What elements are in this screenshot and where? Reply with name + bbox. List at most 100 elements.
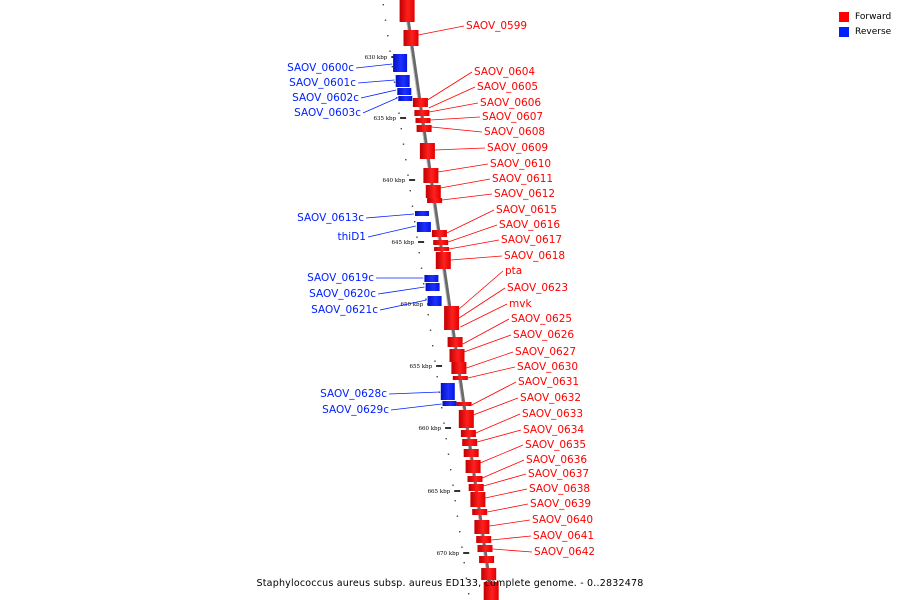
track-dot xyxy=(382,4,384,6)
reverse-gene-leader-line xyxy=(377,286,425,295)
forward-gene-label: SAOV_0642 xyxy=(534,546,595,558)
legend-forward: Forward xyxy=(839,9,891,24)
forward-gene-label: SAOV_0627 xyxy=(515,346,576,358)
forward-gene-label: SAOV_0612 xyxy=(494,188,555,200)
track-dot xyxy=(391,66,393,68)
forward-gene-label: SAOV_0632 xyxy=(520,392,581,404)
forward-gene-block xyxy=(458,410,474,428)
forward-gene-label: SAOV_0635 xyxy=(525,439,586,451)
track-dot xyxy=(436,376,438,378)
forward-gene-block xyxy=(467,476,483,482)
forward-gene-block xyxy=(472,509,488,515)
track-dot xyxy=(411,205,414,207)
track-dot xyxy=(468,593,470,595)
reverse-gene-block xyxy=(440,383,455,400)
forward-gene-block xyxy=(479,556,495,563)
track-dot xyxy=(465,577,468,579)
forward-gene-label: SAOV_0599 xyxy=(466,20,527,32)
forward-gene-leader-line xyxy=(429,102,479,113)
forward-gene-label: SAOV_0605 xyxy=(477,81,538,93)
track-dot xyxy=(450,469,452,471)
track-dot xyxy=(387,35,389,37)
forward-gene-leader-line xyxy=(446,209,495,234)
track-dot xyxy=(405,159,407,161)
forward-gene-leader-line xyxy=(483,473,527,487)
track-dot xyxy=(445,438,447,440)
forward-gene-block xyxy=(477,545,493,552)
forward-gene-label: SAOV_0610 xyxy=(490,158,551,170)
reverse-gene-leader-line xyxy=(390,403,442,411)
forward-gene-leader-line xyxy=(458,287,506,319)
reverse-gene-leader-line xyxy=(379,299,427,311)
forward-gene-label: SAOV_0615 xyxy=(496,204,557,216)
reverse-gene-leader-line xyxy=(367,225,416,238)
forward-gene-leader-line xyxy=(476,429,522,443)
reverse-gene-label: SAOV_0613c xyxy=(297,212,364,224)
forward-gene-leader-line xyxy=(482,459,525,479)
reverse-gene-label: SAOV_0601c xyxy=(289,77,356,89)
forward-gene-label: SAOV_0633 xyxy=(522,408,583,420)
forward-gene-block xyxy=(444,306,460,330)
reverse-gene-label: SAOV_0603c xyxy=(294,107,361,119)
forward-gene-block xyxy=(476,536,492,543)
forward-gene-leader-line xyxy=(447,224,498,243)
track-dot xyxy=(418,252,420,254)
reverse-gene-leader-line xyxy=(355,63,393,69)
kbp-tick-label: 660 kbp xyxy=(418,426,441,432)
forward-gene-leader-line xyxy=(492,548,533,553)
forward-swatch xyxy=(839,11,849,22)
forward-gene-label: SAOV_0609 xyxy=(487,142,548,154)
kbp-tick-label: 670 kbp xyxy=(437,551,460,557)
reverse-gene-block xyxy=(415,211,429,216)
track-dot xyxy=(432,345,434,347)
forward-gene-label: SAOV_0626 xyxy=(513,329,574,341)
reverse-gene-block xyxy=(425,283,440,291)
track-dot xyxy=(461,546,463,548)
forward-gene-label: SAOV_0640 xyxy=(532,514,593,526)
forward-gene-leader-line xyxy=(466,351,514,369)
track-dot xyxy=(425,298,427,300)
forward-gene-block xyxy=(474,520,490,534)
track-dot xyxy=(384,19,387,21)
kbp-tick-label: 635 kbp xyxy=(373,116,396,122)
forward-gene-block xyxy=(416,125,432,132)
forward-gene-label: SAOV_0617 xyxy=(501,234,562,246)
legend-forward-label: Forward xyxy=(855,11,892,22)
track-dot xyxy=(389,50,391,52)
forward-gene-label: SAOV_0618 xyxy=(504,250,565,262)
reverse-gene-block xyxy=(427,296,442,306)
reverse-gene-label: SAOV_0620c xyxy=(309,288,376,300)
track-dot xyxy=(427,314,429,316)
forward-gene-block xyxy=(465,460,481,473)
reverse-gene-block xyxy=(393,54,408,72)
forward-gene-label: SAOV_0637 xyxy=(528,468,589,480)
track-dot xyxy=(454,500,456,502)
forward-gene-block xyxy=(483,582,499,600)
track-dot xyxy=(452,484,454,486)
forward-gene-leader-line xyxy=(428,86,476,109)
forward-gene-label: SAOV_0631 xyxy=(518,376,579,388)
forward-gene-label: SAOV_0623 xyxy=(507,282,568,294)
forward-gene-block xyxy=(423,168,439,183)
reverse-gene-block xyxy=(398,96,413,101)
forward-gene-leader-line xyxy=(463,334,512,353)
legend-reverse-label: Reverse xyxy=(855,26,892,37)
track-dot xyxy=(429,329,432,331)
track-dot xyxy=(441,407,443,409)
forward-gene-label: SAOV_0607 xyxy=(482,111,543,123)
forward-gene-leader-line xyxy=(450,255,503,261)
forward-gene-block xyxy=(414,110,430,116)
legend: Forward Reverse xyxy=(839,9,891,39)
track-dot xyxy=(414,221,416,223)
reverse-gene-leader-line xyxy=(357,79,395,84)
reverse-gene-leader-line xyxy=(365,213,415,219)
track-dots xyxy=(382,4,470,595)
forward-gene-block xyxy=(481,568,497,580)
forward-gene-label: SAOV_0639 xyxy=(530,498,591,510)
track-dot xyxy=(456,515,459,517)
reverse-gene-label: thiD1 xyxy=(338,231,366,243)
forward-gene-block xyxy=(470,492,486,507)
forward-gene-leader-line xyxy=(427,71,473,101)
forward-gene-label: SAOV_0604 xyxy=(474,66,535,78)
forward-gene-leader-line xyxy=(485,488,528,499)
